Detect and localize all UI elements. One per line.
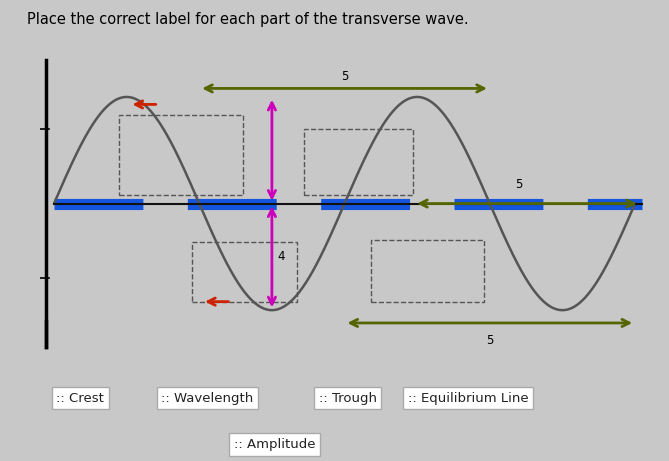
Text: 5: 5 bbox=[515, 178, 522, 191]
Bar bbox=[371, 240, 484, 301]
Text: 5: 5 bbox=[341, 70, 349, 83]
Bar bbox=[192, 242, 296, 301]
Bar bbox=[119, 115, 243, 195]
Text: :: Trough: :: Trough bbox=[319, 392, 377, 405]
Text: 5: 5 bbox=[486, 334, 494, 347]
Text: :: Amplitude: :: Amplitude bbox=[233, 438, 315, 451]
Text: :: Crest: :: Crest bbox=[56, 392, 104, 405]
Text: :: Wavelength: :: Wavelength bbox=[161, 392, 254, 405]
Text: :: Equilibrium Line: :: Equilibrium Line bbox=[408, 392, 529, 405]
Text: 4: 4 bbox=[278, 250, 285, 263]
Bar bbox=[304, 129, 413, 195]
Text: Place the correct label for each part of the transverse wave.: Place the correct label for each part of… bbox=[27, 12, 468, 27]
